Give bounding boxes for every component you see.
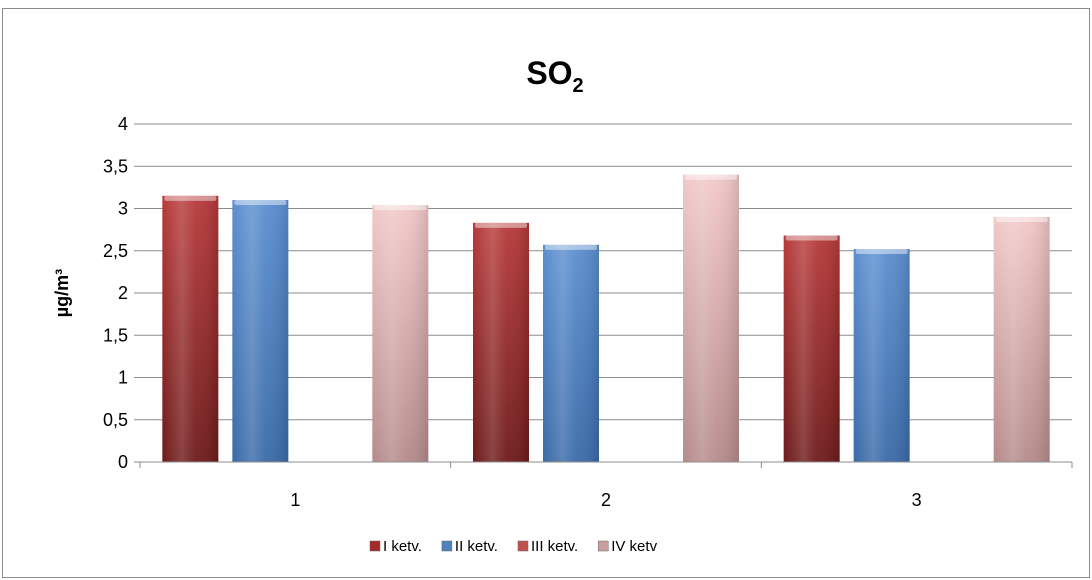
bar-top-bevel: [995, 216, 1048, 222]
bars: [162, 174, 1050, 463]
x-tick-label: 1: [290, 490, 300, 510]
x-tick-label: 3: [912, 490, 922, 510]
bar-top-bevel: [545, 244, 597, 250]
bar-top-bevel: [164, 195, 217, 201]
chart-title: SO2: [526, 55, 583, 97]
y-tick-label: 0,5: [103, 410, 128, 430]
bar-top-bevel: [475, 222, 527, 228]
gridlines: [134, 123, 1072, 463]
y-tick-label: 1,5: [103, 325, 128, 345]
title-main: SO: [526, 55, 572, 91]
legend-swatch: [441, 540, 453, 552]
legend-swatch: [517, 540, 529, 552]
y-tick-label: 2: [118, 283, 128, 303]
legend-swatch: [369, 540, 381, 552]
bar-highlight: [232, 200, 289, 463]
bar-top-bevel: [374, 205, 427, 211]
bar-top-bevel: [855, 249, 908, 255]
y-tick-label: 2,5: [103, 241, 128, 261]
legend: I ketv. II ketv. III ketv. IV ketv: [369, 538, 658, 555]
bar-highlight: [543, 244, 599, 462]
y-tick-label: 3: [118, 199, 128, 219]
bar-highlight: [853, 249, 910, 462]
x-axis-ticks: 1 2 3: [139, 462, 1073, 510]
y-tick-label: 4: [118, 114, 128, 134]
bar-top-bevel: [234, 200, 287, 206]
bar-highlight: [683, 174, 739, 462]
bar-highlight: [162, 195, 219, 462]
x-tick-label: 2: [601, 490, 611, 510]
y-axis-ticks: 0 0,5 1 1,5 2 2,5 3 3,5 4: [103, 114, 128, 472]
y-tick-label: 3,5: [103, 156, 128, 176]
bar-top-bevel: [685, 174, 737, 180]
title-subscript: 2: [573, 75, 584, 97]
y-axis-label: µg/m³: [52, 269, 72, 317]
bar-top-bevel: [785, 235, 838, 241]
legend-label: IV ketv: [611, 538, 657, 555]
legend-label: III ketv.: [531, 538, 578, 555]
bar-highlight: [993, 216, 1050, 462]
y-tick-label: 1: [118, 368, 128, 388]
bar-highlight: [372, 205, 429, 462]
bar-highlight: [473, 222, 529, 462]
legend-swatch: [597, 540, 609, 552]
legend-label: I ketv.: [383, 538, 422, 555]
bar-highlight: [783, 235, 840, 462]
y-tick-label: 0: [118, 452, 128, 472]
legend-label: II ketv.: [455, 538, 498, 555]
